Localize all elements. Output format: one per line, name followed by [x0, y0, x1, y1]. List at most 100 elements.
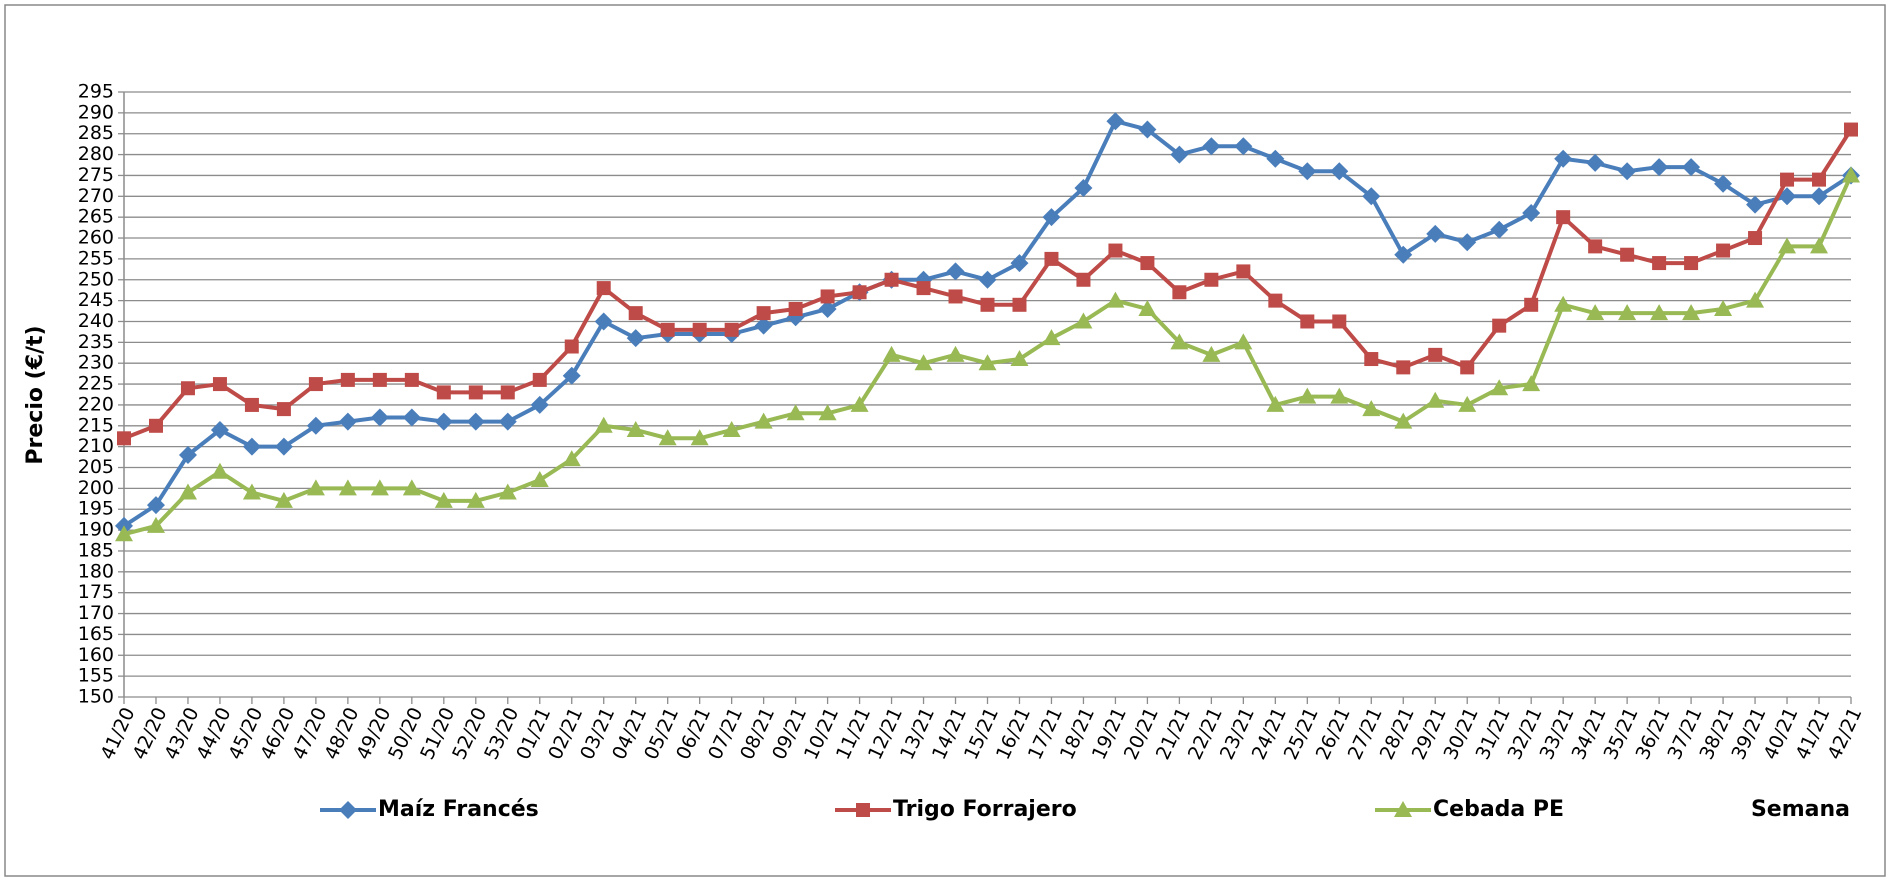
marker — [1362, 187, 1381, 206]
marker — [274, 491, 293, 508]
marker — [402, 479, 421, 496]
marker — [1586, 153, 1605, 172]
marker — [1042, 329, 1061, 346]
y-axis-label: Precio (€/t) — [23, 325, 48, 464]
y-tick-label: 205 — [78, 456, 114, 478]
marker — [658, 429, 677, 446]
marker — [466, 412, 485, 431]
marker — [1812, 172, 1827, 187]
marker — [500, 385, 515, 400]
marker — [946, 262, 965, 281]
x-axis-label: Semana — [1751, 797, 1850, 822]
marker — [1716, 243, 1731, 258]
marker — [1202, 137, 1221, 156]
marker — [306, 479, 325, 496]
marker — [1842, 166, 1860, 183]
marker — [1140, 256, 1155, 271]
legend-label: Trigo Forrajero — [893, 797, 1077, 822]
marker — [692, 322, 707, 337]
marker — [340, 372, 355, 387]
marker — [1844, 122, 1858, 137]
marker — [370, 479, 389, 496]
y-tick-label: 180 — [78, 560, 114, 582]
marker — [1810, 187, 1829, 206]
marker — [1076, 272, 1091, 287]
marker — [1234, 137, 1253, 156]
y-tick-label: 150 — [78, 686, 114, 708]
marker — [1332, 314, 1347, 329]
marker — [1010, 350, 1029, 367]
marker — [1266, 395, 1285, 412]
marker — [820, 289, 835, 304]
marker — [434, 491, 453, 508]
marker — [1074, 178, 1093, 197]
marker — [146, 496, 165, 515]
y-tick-label: 265 — [78, 206, 114, 228]
marker — [1458, 233, 1477, 252]
marker — [1204, 272, 1219, 287]
y-tick-label: 170 — [78, 602, 114, 624]
marker — [1138, 120, 1157, 139]
y-tick-label: 275 — [78, 164, 114, 186]
marker — [115, 525, 133, 542]
marker — [1170, 145, 1189, 164]
marker — [1490, 220, 1509, 239]
marker — [1106, 291, 1125, 308]
marker — [1618, 162, 1637, 181]
marker — [1650, 304, 1669, 321]
marker — [788, 301, 803, 316]
marker — [338, 479, 357, 496]
marker — [1684, 256, 1699, 271]
marker — [498, 483, 517, 500]
marker — [468, 385, 483, 400]
marker — [466, 491, 485, 508]
marker — [306, 416, 325, 435]
y-tick-label: 295 — [78, 81, 114, 103]
marker — [242, 483, 261, 500]
marker — [754, 412, 773, 429]
marker — [180, 381, 195, 396]
marker — [404, 372, 419, 387]
chart-frame — [4, 4, 1886, 877]
marker — [1042, 208, 1061, 227]
marker — [562, 450, 581, 467]
marker — [1330, 387, 1349, 404]
marker — [1682, 304, 1701, 321]
marker — [1012, 297, 1027, 312]
legend-marker — [1394, 801, 1412, 817]
marker — [1330, 162, 1349, 181]
marker — [978, 270, 997, 289]
marker — [244, 397, 259, 412]
y-tick-label: 270 — [78, 185, 114, 207]
marker — [1780, 172, 1795, 187]
marker — [756, 306, 771, 321]
marker — [1652, 256, 1667, 271]
marker — [1778, 237, 1797, 254]
marker — [786, 404, 805, 421]
y-tick-label: 255 — [78, 247, 114, 269]
marker — [1554, 149, 1573, 168]
y-tick-label: 210 — [78, 435, 114, 457]
y-tick-label: 230 — [78, 352, 114, 374]
marker — [1298, 162, 1317, 181]
marker — [1234, 333, 1253, 350]
marker — [1490, 379, 1509, 396]
marker — [117, 431, 131, 446]
y-tick-label: 250 — [78, 268, 114, 290]
marker — [1236, 264, 1251, 279]
marker — [276, 402, 291, 417]
marker — [1428, 347, 1443, 362]
marker — [690, 429, 709, 446]
marker — [308, 377, 323, 392]
marker — [1746, 195, 1765, 214]
marker — [1300, 314, 1315, 329]
marker — [754, 316, 773, 335]
legend-label: Maíz Francés — [378, 797, 539, 822]
marker — [722, 420, 741, 437]
legend-label: Cebada PE — [1433, 797, 1564, 822]
marker — [850, 395, 869, 412]
y-tick-label: 190 — [78, 519, 114, 541]
y-tick-label: 225 — [78, 373, 114, 395]
